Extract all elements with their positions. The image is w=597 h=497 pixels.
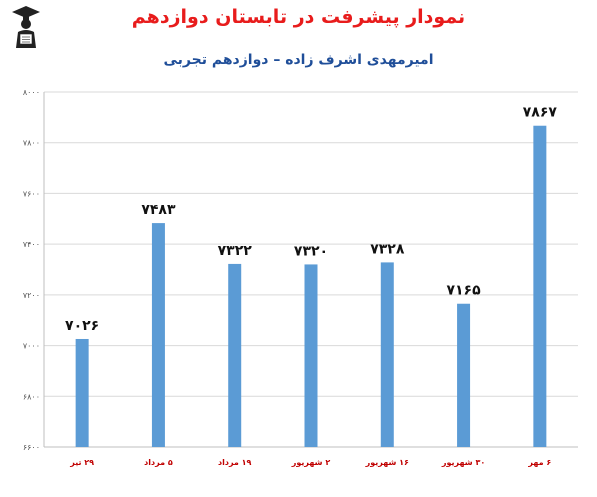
x-tick-label: ۲۹ تیر — [69, 458, 94, 467]
bar — [75, 338, 89, 447]
y-tick-label: ۶۶۰۰ — [23, 443, 40, 452]
bar — [457, 303, 471, 447]
y-tick-label: ۶۸۰۰ — [23, 392, 40, 401]
data-label: ۷۳۲۸ — [370, 241, 405, 257]
x-tick-label: ۳۰ شهریور — [441, 458, 485, 467]
bar — [380, 262, 394, 447]
graduate-logo-icon — [12, 6, 40, 48]
y-tick-label: ۷۶۰۰ — [23, 189, 40, 198]
x-tick-label: ۶ مهر — [527, 458, 551, 467]
data-label: ۷۴۸۳ — [141, 202, 176, 218]
data-label: ۷۸۶۷ — [523, 105, 558, 121]
y-tick-label: ۷۰۰۰ — [23, 342, 40, 351]
bar — [228, 263, 242, 447]
data-label: ۷۳۲۲ — [218, 243, 253, 259]
y-tick-label: ۷۸۰۰ — [23, 139, 40, 148]
x-tick-label: ۵ مرداد — [144, 458, 173, 467]
data-label: ۷۱۶۵ — [446, 283, 481, 299]
bar — [151, 223, 165, 447]
data-label: ۷۳۲۰ — [294, 243, 328, 259]
bar — [533, 125, 547, 447]
bar — [304, 264, 318, 447]
x-tick-label: ۲ شهریور — [291, 458, 331, 467]
chart-subtitle: امیرمهدی اشرف زاده – دوازدهم تجربی — [163, 52, 434, 68]
chart-title: نمودار پیشرفت در تابستان دوازدهم — [131, 6, 466, 28]
y-tick-label: ۷۲۰۰ — [23, 291, 40, 300]
x-tick-label: ۱۶ شهریور — [365, 458, 409, 467]
data-label: ۷۰۲۶ — [65, 318, 99, 334]
x-tick-label: ۱۹ مرداد — [218, 458, 252, 467]
y-tick-label: ۷۴۰۰ — [23, 240, 40, 249]
y-tick-label: ۸۰۰۰ — [23, 88, 40, 97]
